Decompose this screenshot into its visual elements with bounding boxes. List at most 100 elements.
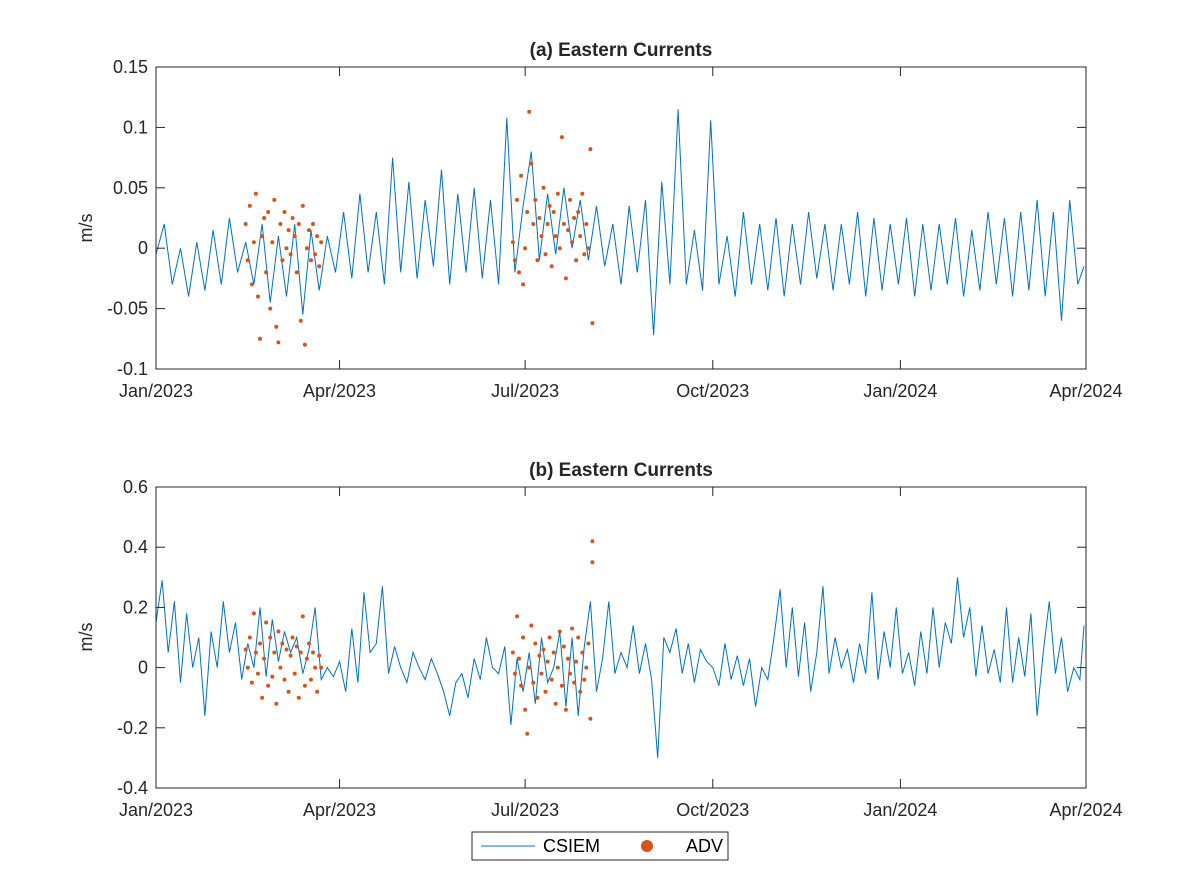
data-point-adv: [256, 671, 260, 676]
data-point-adv: [553, 234, 558, 239]
data-point-adv: [559, 135, 564, 140]
data-point-adv: [547, 203, 552, 208]
x-tick-label: Oct/2023: [676, 800, 749, 820]
data-point-adv: [260, 234, 265, 239]
data-point-adv: [280, 258, 285, 263]
data-point-adv: [288, 653, 293, 658]
data-point-adv: [307, 641, 311, 646]
data-point-adv: [537, 216, 542, 220]
series-layer: [155, 109, 1085, 347]
data-point-adv: [515, 614, 519, 619]
data-point-adv: [300, 203, 305, 208]
data-point-adv: [286, 689, 291, 694]
data-point-adv: [309, 258, 313, 263]
data-point-adv: [319, 665, 324, 670]
data-point-adv: [566, 228, 570, 233]
data-point-adv: [315, 234, 320, 239]
data-point-adv: [307, 228, 311, 233]
y-tick-label: 0: [138, 658, 148, 678]
data-point-adv: [268, 306, 273, 311]
data-point-adv: [302, 342, 307, 347]
axes-frame: [155, 66, 1087, 370]
data-point-adv: [258, 641, 262, 646]
data-point-adv: [570, 240, 575, 245]
data-point-adv: [294, 270, 299, 275]
data-point-adv: [245, 258, 250, 263]
data-point-adv: [266, 683, 271, 688]
data-point-adv: [549, 264, 554, 269]
data-point-adv: [298, 318, 303, 323]
data-point-adv: [521, 635, 526, 640]
data-point-adv: [304, 656, 309, 661]
data-point-adv: [527, 109, 532, 114]
data-point-adv: [319, 240, 324, 245]
data-point-adv: [272, 650, 277, 655]
legend-label-adv: ADV: [686, 836, 723, 856]
data-point-adv: [555, 191, 560, 196]
data-point-adv: [543, 689, 548, 694]
data-point-adv: [251, 611, 256, 616]
data-point-adv: [527, 665, 532, 670]
series-line-csiem: [155, 577, 1085, 758]
data-point-adv: [304, 246, 309, 251]
legend: CSIEM ADV: [471, 831, 729, 861]
data-point-adv: [561, 222, 566, 226]
data-point-adv: [251, 240, 256, 245]
data-point-adv: [521, 282, 526, 287]
chart-title: (a) Eastern Currents: [530, 40, 713, 61]
data-point-adv: [572, 680, 577, 685]
data-point-adv: [545, 659, 550, 664]
data-point-adv: [574, 258, 579, 263]
data-point-adv: [284, 246, 289, 251]
data-point-adv: [272, 197, 277, 202]
data-point-adv: [274, 701, 279, 706]
data-point-adv: [555, 665, 560, 670]
data-point-adv: [533, 641, 538, 646]
y-axis-label: m/s: [76, 214, 96, 243]
data-point-adv: [551, 210, 556, 214]
data-point-adv: [247, 203, 252, 208]
data-point-adv: [574, 659, 579, 664]
ticks-layer: Jan/2023 Apr/2023 Jul/2023 Oct/2023 Jan/2024…: [117, 477, 1123, 820]
data-point-adv: [563, 707, 568, 712]
y-tick-label: -0.05: [107, 299, 148, 319]
data-point-adv: [531, 222, 536, 226]
data-point-adv: [256, 294, 260, 299]
ticks-layer: Jan/2023 Apr/2023 Jul/2023 Oct/2023 Jan/2024…: [107, 57, 1123, 401]
y-tick-label: -0.4: [117, 778, 148, 798]
data-point-adv: [578, 234, 583, 239]
legend-box: [471, 831, 729, 861]
data-point-adv: [576, 635, 581, 640]
data-point-adv: [270, 674, 275, 679]
data-point-adv: [561, 644, 566, 649]
data-point-adv: [588, 147, 593, 152]
data-point-adv: [531, 680, 536, 685]
data-point-adv: [296, 222, 301, 226]
data-point-adv: [300, 614, 305, 619]
data-point-adv: [296, 695, 301, 700]
legend-marker-swatch: [641, 840, 653, 852]
data-point-adv: [512, 671, 517, 676]
data-point-adv: [523, 246, 528, 251]
data-point-adv: [543, 252, 548, 257]
data-point-adv: [282, 677, 287, 682]
y-axis-label: m/s: [76, 623, 96, 652]
chart-panel-b: (b) Eastern Currents m/s Jan/2023 Apr/202…: [76, 460, 1123, 820]
x-tick-label: Jul/2023: [491, 800, 559, 820]
data-point-adv: [253, 650, 258, 655]
data-point-adv: [317, 264, 322, 269]
data-point-adv: [535, 258, 540, 263]
chart-title: (b) Eastern Currents: [529, 460, 713, 481]
data-point-adv: [249, 680, 254, 685]
data-point-adv: [313, 665, 318, 670]
data-point-adv: [515, 197, 519, 202]
axes-frame: [155, 486, 1087, 789]
y-tick-label: -0.2: [117, 718, 148, 738]
data-point-adv: [563, 276, 568, 281]
data-point-adv: [549, 677, 554, 682]
y-tick-label: 0.15: [113, 57, 148, 77]
data-point-adv: [317, 653, 322, 658]
data-point-adv: [539, 234, 544, 239]
data-point-adv: [580, 650, 585, 655]
